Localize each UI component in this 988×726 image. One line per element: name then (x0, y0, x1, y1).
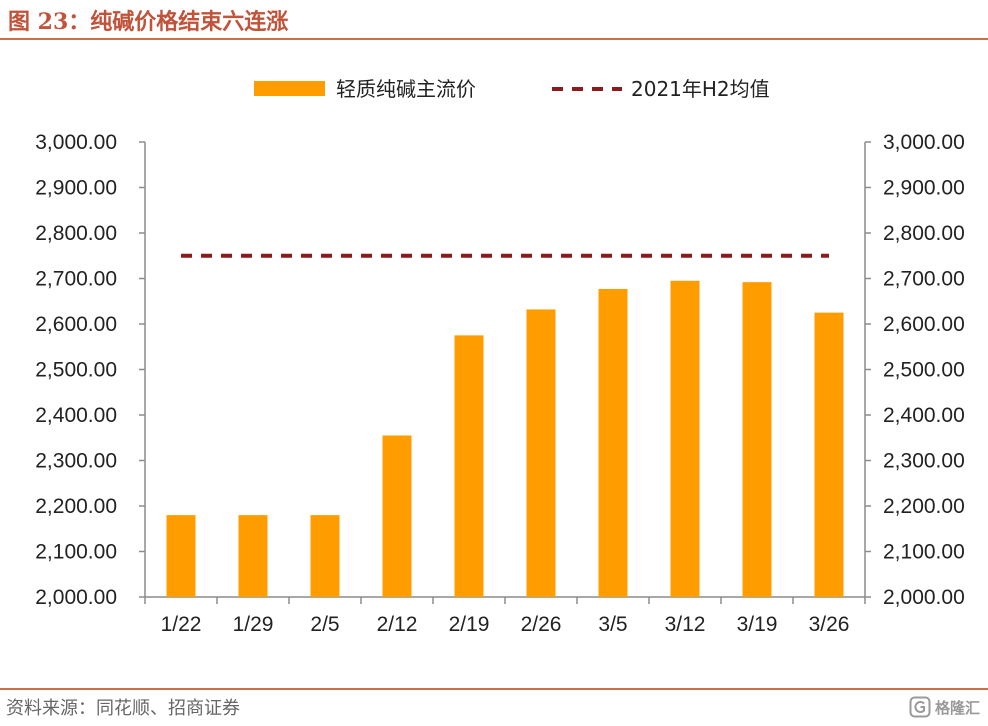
bar (382, 435, 412, 597)
left-y-tick-label: 2,200.00 (35, 495, 117, 518)
source-note: 资料来源：同花顺、招商证券 (6, 698, 240, 719)
right-y-tick-label: 3,000.00 (883, 131, 965, 154)
left-y-tick-label: 2,600.00 (35, 313, 117, 336)
right-y-tick-label: 2,900.00 (883, 177, 965, 200)
x-tick-label: 3/19 (737, 613, 778, 636)
right-y-tick-label: 2,400.00 (883, 404, 965, 427)
left-y-tick-label: 2,700.00 (35, 268, 117, 291)
left-y-tick-label: 2,100.00 (35, 541, 117, 564)
watermark-text: 格隆汇 (934, 698, 980, 717)
right-y-tick-label: 2,600.00 (883, 313, 965, 336)
bar (166, 515, 196, 597)
right-y-tick-label: 2,300.00 (883, 450, 965, 473)
left-y-tick-label: 2,400.00 (35, 404, 117, 427)
chart-axes: 2,000.00 2,100.00 2,200.00 2,300.00 2,400.00… (35, 131, 965, 636)
right-y-tick-label: 2,000.00 (883, 586, 965, 609)
x-tick-label: 2/5 (310, 613, 339, 636)
bar (670, 280, 700, 597)
chart-bars (166, 280, 844, 597)
chart-legend: 轻质纯碱主流价 2021年H2均值 (254, 77, 770, 101)
right-y-tick-label: 2,500.00 (883, 359, 965, 382)
bar (598, 288, 628, 597)
figure-title: 图 23：纯碱价格结束六连涨 (8, 9, 289, 35)
left-y-tick-label: 3,000.00 (35, 131, 117, 154)
right-y-tick-label: 2,100.00 (883, 541, 965, 564)
watermark: 格隆汇 (909, 695, 980, 719)
gelonghui-logo-icon (909, 696, 931, 718)
x-tick-label: 1/22 (161, 613, 202, 636)
left-y-tick-label: 2,900.00 (35, 177, 117, 200)
x-tick-label: 2/19 (449, 613, 490, 636)
bar (526, 309, 556, 597)
x-tick-label: 3/26 (809, 613, 850, 636)
bar-chart: 轻质纯碱主流价 2021年H2均值 2,000.00 2,100.00 2,200.0… (35, 77, 965, 636)
legend-label-line: 2021年H2均值 (631, 77, 770, 101)
left-y-tick-label: 2,500.00 (35, 359, 117, 382)
legend-label-bar: 轻质纯碱主流价 (336, 77, 476, 101)
left-y-tick-label: 2,800.00 (35, 222, 117, 245)
bar (310, 515, 340, 597)
right-y-tick-label: 2,800.00 (883, 222, 965, 245)
bar (742, 282, 772, 597)
x-tick-label: 1/29 (233, 613, 274, 636)
legend-swatch-bar (254, 81, 325, 96)
bar (814, 312, 844, 597)
x-tick-label: 3/12 (665, 613, 706, 636)
x-tick-label: 2/12 (377, 613, 418, 636)
right-y-tick-label: 2,700.00 (883, 268, 965, 291)
x-tick-label: 2/26 (521, 613, 562, 636)
x-tick-label: 3/5 (598, 613, 627, 636)
bar (454, 335, 484, 597)
bar (238, 515, 268, 597)
figure-footer: 资料来源：同花顺、招商证券 格隆汇 (0, 688, 988, 726)
figure-header: 图 23：纯碱价格结束六连涨 (0, 0, 988, 40)
right-y-tick-label: 2,200.00 (883, 495, 965, 518)
left-y-tick-label: 2,300.00 (35, 450, 117, 473)
left-y-tick-label: 2,000.00 (35, 586, 117, 609)
